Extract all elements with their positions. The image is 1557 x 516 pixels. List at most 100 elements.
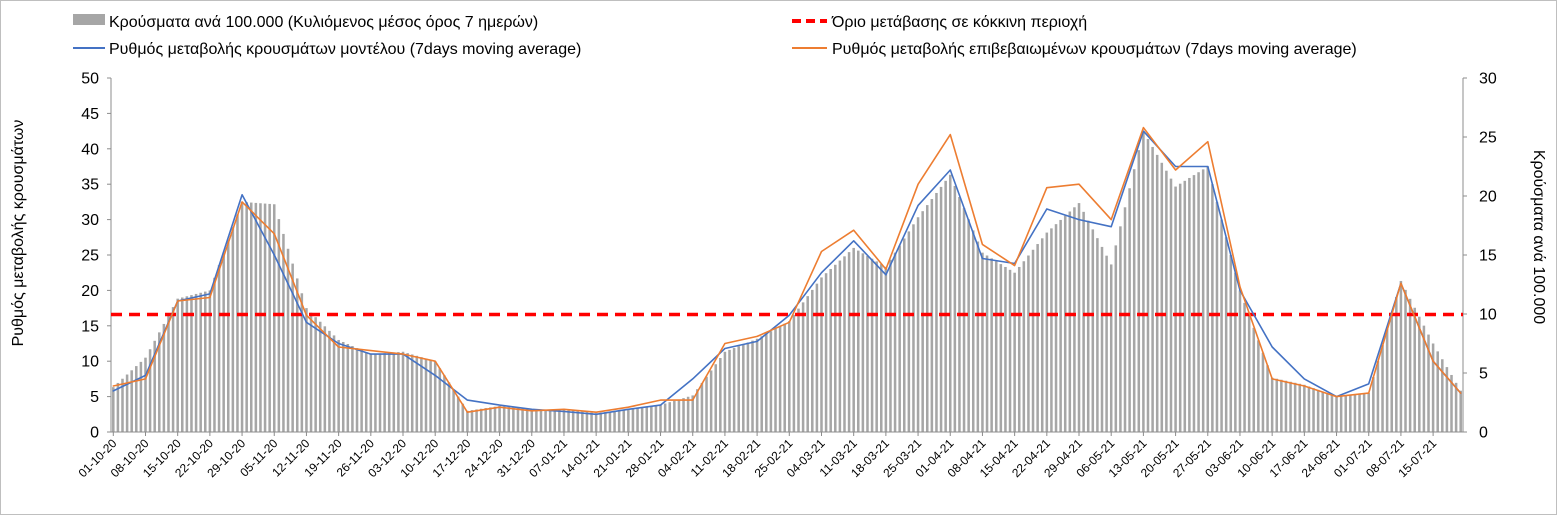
bar-mark	[1086, 220, 1090, 432]
bar-mark	[240, 201, 244, 432]
bar-mark	[148, 349, 152, 432]
bar-mark	[1059, 219, 1062, 432]
bar-mark	[535, 409, 538, 432]
bar-mark	[176, 298, 179, 432]
bar-mark	[231, 227, 235, 432]
bar-mark	[709, 370, 713, 432]
bar-mark	[650, 406, 653, 432]
bar-mark	[204, 291, 207, 432]
bar-mark	[1123, 207, 1127, 432]
bar-mark	[1068, 211, 1072, 432]
bar-mark	[199, 292, 202, 432]
bar-mark	[438, 368, 442, 432]
bar-mark	[866, 256, 869, 432]
bar-mark	[1206, 166, 1210, 432]
y-tick-label-right: 20	[1479, 189, 1497, 206]
bar-mark	[1155, 154, 1159, 432]
bar-mark	[1445, 367, 1449, 432]
bar-mark	[834, 264, 837, 432]
bar-mark	[1220, 219, 1223, 432]
bar-mark	[461, 403, 465, 432]
bar-mark	[686, 396, 690, 432]
bar-mark	[181, 297, 184, 432]
bar-mark	[824, 273, 828, 432]
bar-mark	[916, 217, 920, 432]
bar-mark	[539, 409, 543, 432]
bar-mark	[498, 406, 501, 432]
bar-mark	[420, 357, 423, 432]
bar-mark	[470, 410, 474, 432]
bar-mark	[272, 204, 276, 432]
bar-mark	[286, 248, 290, 432]
bar-mark	[429, 359, 432, 432]
bar-mark	[1119, 226, 1122, 432]
bar-mark	[1073, 207, 1076, 432]
y-tick-label-left: 15	[81, 318, 99, 335]
bar-mark	[1372, 377, 1375, 432]
bar-mark	[797, 308, 800, 432]
bar-mark	[208, 290, 212, 432]
bar-mark	[1422, 325, 1426, 432]
bar-mark	[1013, 272, 1016, 432]
bar-mark	[222, 252, 225, 432]
bar-mark	[870, 258, 874, 432]
bar-mark	[1027, 255, 1030, 432]
bar-mark	[1109, 264, 1113, 432]
y-tick-label-left: 25	[81, 248, 99, 265]
bar-mark	[788, 321, 791, 432]
bar-mark	[1197, 172, 1200, 433]
bar-mark	[512, 407, 515, 432]
bar-mark	[415, 355, 419, 432]
bar-mark	[493, 406, 497, 432]
bar-mark	[884, 266, 888, 432]
bar-mark	[1151, 146, 1154, 432]
y-axis-title-right: Κρούσματα ανά 100.000	[1530, 150, 1547, 324]
bar-mark	[990, 258, 993, 432]
bar-mark	[907, 231, 911, 432]
bar-mark	[608, 411, 612, 432]
bar-mark	[1284, 380, 1288, 432]
bar-mark	[935, 192, 938, 432]
bar-mark	[889, 259, 892, 432]
bar-mark	[1312, 388, 1315, 432]
bar-mark	[1174, 186, 1177, 432]
bar-mark	[682, 398, 685, 432]
bar-mark	[1188, 177, 1191, 432]
legend-label-model: Ρυθμός μεταβολής κρουσμάτων μοντέλου (7d…	[109, 41, 581, 58]
bar-mark	[447, 382, 451, 432]
bar-mark	[880, 264, 883, 432]
bar-mark	[374, 353, 377, 432]
bar-mark	[1399, 280, 1403, 432]
bar-mark	[622, 410, 626, 432]
bar-mark	[1243, 302, 1246, 432]
bar-mark	[627, 409, 630, 432]
bar-mark	[792, 314, 796, 432]
bar-mark	[516, 408, 520, 432]
bar-mark	[466, 410, 469, 432]
bar-mark	[167, 315, 170, 432]
bar-mark	[562, 409, 566, 432]
bar-mark	[1270, 377, 1274, 432]
bar-mark	[1234, 272, 1237, 432]
bar-mark	[1390, 312, 1393, 432]
bar-mark	[1427, 334, 1430, 432]
bar-mark	[1381, 345, 1384, 432]
bar-mark	[811, 289, 814, 432]
bar-mark	[663, 403, 667, 432]
bar-mark	[424, 358, 428, 432]
bar-mark	[742, 344, 745, 432]
bar-mark	[769, 331, 773, 432]
bar-mark	[1367, 393, 1370, 432]
bar-mark	[820, 277, 823, 432]
bar-mark	[1017, 266, 1021, 432]
bar-mark	[829, 268, 832, 432]
bar-mark	[1201, 169, 1205, 432]
bar-mark	[1054, 224, 1058, 432]
bars-layer	[112, 131, 1462, 433]
bar-mark	[383, 353, 386, 432]
bar-mark	[360, 350, 363, 432]
bar-mark	[843, 256, 846, 432]
bar-mark	[705, 376, 708, 432]
bar-mark	[760, 336, 763, 432]
bar-mark	[130, 370, 133, 432]
